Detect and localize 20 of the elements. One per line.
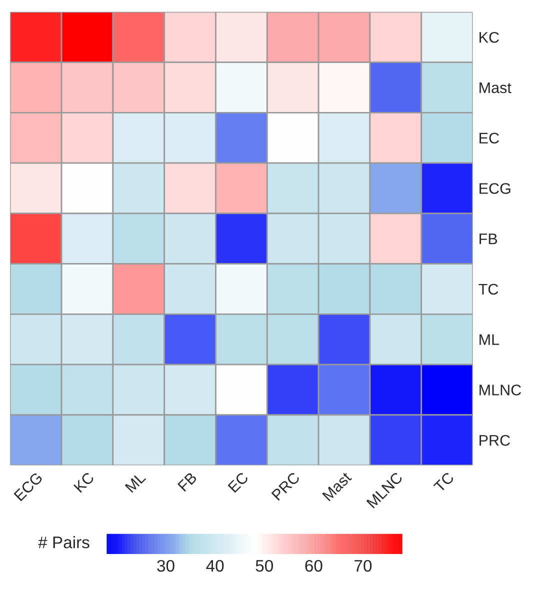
color-bar-title: # Pairs <box>38 536 90 548</box>
color-bar-label: 60 <box>305 560 322 572</box>
x-tick-label: TC <box>433 472 455 493</box>
y-tick-label: PRC <box>480 434 510 446</box>
y-tick-label: EC <box>480 132 499 144</box>
color-bar-label: 40 <box>206 560 224 572</box>
color-bar-label: 50 <box>256 560 273 572</box>
x-tick-label: ML <box>124 472 146 493</box>
y-tick-label: TC <box>478 284 498 295</box>
y-tick-label: MLNC <box>480 384 522 396</box>
y-tick-label: KC <box>480 32 499 43</box>
y-tick-label: FB <box>480 234 498 244</box>
x-tick-label: FB <box>178 472 198 492</box>
x-tick-label: KC <box>73 472 95 493</box>
color-bar-label: 30 <box>157 560 174 572</box>
y-tick-label: ML <box>480 334 500 345</box>
y-tick-label: ECG <box>480 183 510 194</box>
x-tick-label: EC <box>228 472 249 493</box>
y-tick-label: Mast <box>480 82 512 94</box>
color-bar-label: 70 <box>354 560 372 572</box>
